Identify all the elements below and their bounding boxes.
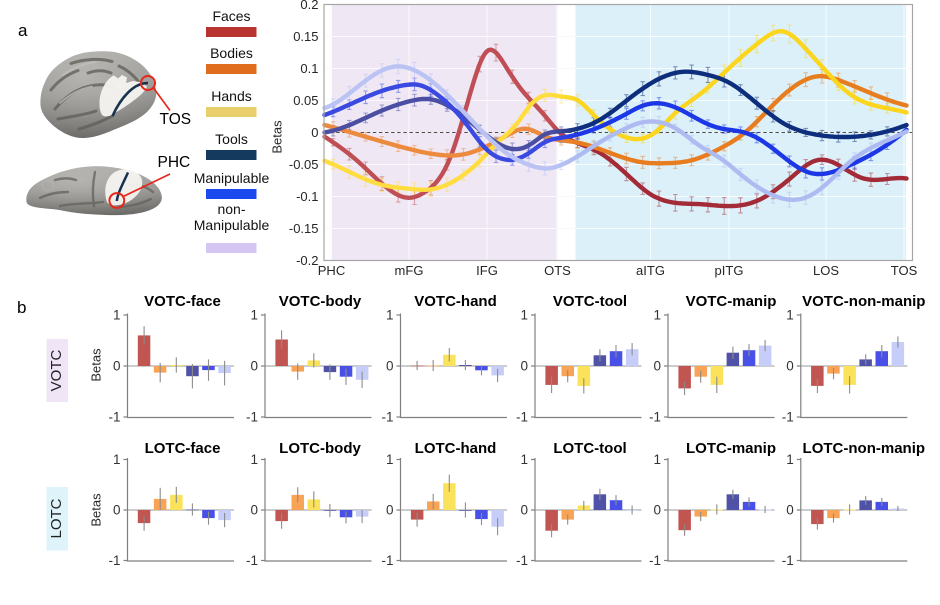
svg-text:0: 0 [786,503,794,518]
svg-text:LOTC-non-manip: LOTC-non-manip [803,440,925,457]
svg-text:0: 0 [786,359,794,374]
svg-text:1: 1 [520,452,528,467]
svg-text:Tools: Tools [215,131,248,147]
svg-text:0: 0 [653,503,661,518]
svg-text:VOTC-hand: VOTC-hand [414,293,497,310]
svg-text:a: a [18,21,28,40]
svg-text:0: 0 [386,359,394,374]
svg-text:TOS: TOS [891,263,918,278]
svg-text:-1: -1 [516,553,528,568]
svg-text:0: 0 [250,503,258,518]
svg-text:-1: -1 [649,410,661,425]
svg-text:0.1: 0.1 [300,61,318,76]
svg-text:IFG: IFG [476,263,498,278]
svg-text:1: 1 [113,452,121,467]
svg-text:-1: -1 [108,553,120,568]
svg-text:b: b [17,298,26,317]
svg-text:LOTC-tool: LOTC-tool [553,440,626,457]
svg-text:1: 1 [386,308,394,323]
svg-text:1: 1 [653,452,661,467]
svg-text:mFG: mFG [395,263,424,278]
svg-text:1: 1 [250,452,258,467]
svg-text:0: 0 [520,503,528,518]
svg-text:Manipulable: Manipulable [194,170,270,186]
svg-text:-1: -1 [108,410,120,425]
svg-text:aITG: aITG [636,263,665,278]
svg-text:Faces: Faces [212,8,250,24]
svg-text:VOTC-face: VOTC-face [144,293,221,310]
svg-text:1: 1 [653,308,661,323]
svg-text:-1: -1 [649,553,661,568]
svg-text:-1: -1 [246,553,258,568]
svg-text:1: 1 [786,452,794,467]
svg-text:0: 0 [113,503,121,518]
svg-text:-0.15: -0.15 [289,221,319,236]
svg-text:-1: -1 [782,410,794,425]
svg-text:1: 1 [386,452,394,467]
svg-text:pITG: pITG [715,263,744,278]
svg-text:0: 0 [520,359,528,374]
svg-text:-1: -1 [246,410,258,425]
svg-text:VOTC-non-manip: VOTC-non-manip [802,293,925,310]
svg-text:VOTC-tool: VOTC-tool [553,293,627,310]
svg-text:OTS: OTS [544,263,571,278]
svg-text:0: 0 [311,125,318,140]
svg-text:LOTC: LOTC [48,498,65,538]
svg-text:0: 0 [653,359,661,374]
svg-text:-1: -1 [782,553,794,568]
svg-text:-0.2: -0.2 [296,253,318,268]
svg-text:Betas: Betas [88,348,103,382]
svg-text:1: 1 [250,308,258,323]
svg-text:non-: non- [217,201,245,217]
svg-text:LOTC-manip: LOTC-manip [686,440,776,457]
svg-text:LOTC-body: LOTC-body [279,440,361,457]
svg-text:0.15: 0.15 [293,29,318,44]
svg-text:VOTC: VOTC [48,350,65,392]
svg-text:0.2: 0.2 [300,0,318,12]
svg-text:-0.1: -0.1 [296,189,318,204]
svg-text:0: 0 [250,359,258,374]
svg-text:Hands: Hands [211,88,251,104]
svg-text:Betas: Betas [88,493,103,527]
svg-text:LOTC-face: LOTC-face [145,440,221,457]
svg-text:1: 1 [113,308,121,323]
svg-text:Betas: Betas [270,120,285,154]
svg-text:0: 0 [386,503,394,518]
svg-text:LOTC-hand: LOTC-hand [415,440,497,457]
svg-text:TOS: TOS [160,111,192,128]
svg-text:-1: -1 [516,410,528,425]
svg-text:PHC: PHC [158,154,191,171]
svg-text:-1: -1 [381,553,393,568]
svg-text:0: 0 [113,359,121,374]
svg-text:Manipulable: Manipulable [194,217,270,233]
svg-text:LOS: LOS [813,263,839,278]
svg-text:1: 1 [786,308,794,323]
svg-text:VOTC-body: VOTC-body [279,293,362,310]
svg-text:PHC: PHC [318,263,345,278]
svg-text:-0.05: -0.05 [289,157,319,172]
svg-text:-1: -1 [381,410,393,425]
svg-text:Bodies: Bodies [210,45,253,61]
svg-text:0.05: 0.05 [293,93,318,108]
svg-text:1: 1 [520,308,528,323]
svg-text:VOTC-manip: VOTC-manip [686,293,777,310]
